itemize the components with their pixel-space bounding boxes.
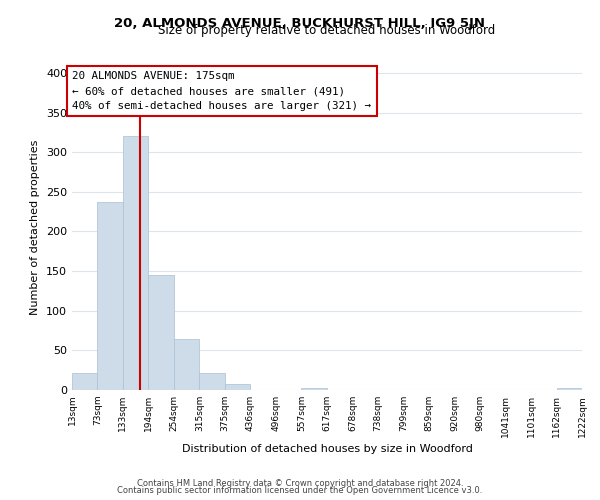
Bar: [225, 384, 250, 390]
Bar: [301, 388, 327, 390]
Bar: [97, 202, 122, 390]
Text: 20, ALMONDS AVENUE, BUCKHURST HILL, IG9 5JN: 20, ALMONDS AVENUE, BUCKHURST HILL, IG9 …: [115, 18, 485, 30]
Bar: [148, 275, 173, 390]
X-axis label: Distribution of detached houses by size in Woodford: Distribution of detached houses by size …: [182, 444, 472, 454]
Text: 20 ALMONDS AVENUE: 175sqm
← 60% of detached houses are smaller (491)
40% of semi: 20 ALMONDS AVENUE: 175sqm ← 60% of detac…: [73, 72, 371, 111]
Y-axis label: Number of detached properties: Number of detached properties: [31, 140, 40, 315]
Title: Size of property relative to detached houses in Woodford: Size of property relative to detached ho…: [158, 24, 496, 38]
Bar: [173, 340, 199, 390]
Text: Contains public sector information licensed under the Open Government Licence v3: Contains public sector information licen…: [118, 486, 482, 495]
Bar: [122, 136, 148, 390]
Bar: [72, 372, 97, 390]
Text: Contains HM Land Registry data © Crown copyright and database right 2024.: Contains HM Land Registry data © Crown c…: [137, 478, 463, 488]
Bar: [199, 374, 225, 390]
Bar: [557, 388, 582, 390]
